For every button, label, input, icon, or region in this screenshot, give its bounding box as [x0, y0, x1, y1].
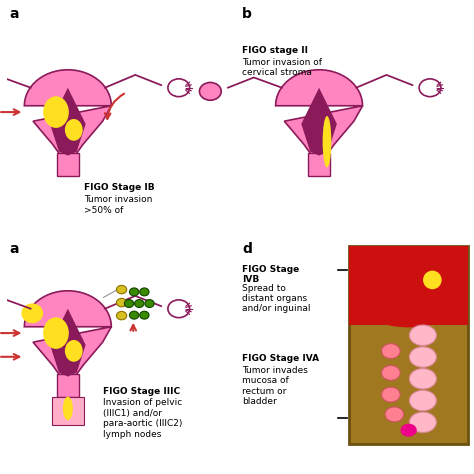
Ellipse shape	[423, 271, 442, 289]
Bar	[308, 153, 330, 176]
Ellipse shape	[401, 424, 417, 437]
Text: d: d	[242, 242, 252, 255]
Ellipse shape	[168, 300, 190, 318]
Polygon shape	[50, 309, 86, 376]
Polygon shape	[301, 88, 337, 155]
Text: Tumor invasion
>50% of: Tumor invasion >50% of	[84, 195, 153, 215]
Ellipse shape	[410, 369, 437, 389]
Text: FIGO stage II: FIGO stage II	[242, 46, 308, 55]
Text: FIGO Stage IVA: FIGO Stage IVA	[242, 354, 319, 363]
Ellipse shape	[410, 390, 437, 411]
Bar	[349, 246, 468, 325]
Ellipse shape	[410, 347, 437, 367]
Ellipse shape	[168, 79, 190, 97]
Text: Spread to
distant organs
and/or inguinal: Spread to distant organs and/or inguinal	[242, 283, 311, 313]
Ellipse shape	[140, 288, 149, 296]
Polygon shape	[275, 70, 363, 155]
Ellipse shape	[140, 311, 149, 319]
Bar	[52, 397, 83, 425]
Bar	[57, 374, 79, 397]
Ellipse shape	[21, 303, 43, 323]
Polygon shape	[24, 70, 111, 155]
Ellipse shape	[65, 340, 82, 362]
Ellipse shape	[385, 407, 404, 422]
Ellipse shape	[117, 285, 127, 294]
Text: a: a	[9, 242, 19, 255]
Ellipse shape	[419, 79, 441, 97]
Polygon shape	[24, 291, 111, 375]
Bar	[349, 246, 468, 444]
Ellipse shape	[382, 344, 400, 358]
Ellipse shape	[63, 397, 73, 420]
Text: Tumor invades
mucosa of
rectum or
bladder: Tumor invades mucosa of rectum or bladde…	[242, 366, 308, 406]
Text: FIGO Stage IIIC: FIGO Stage IIIC	[103, 387, 180, 396]
Text: FIGO Stage IB: FIGO Stage IB	[84, 183, 155, 192]
Ellipse shape	[43, 317, 69, 349]
Polygon shape	[50, 88, 86, 155]
Text: Tumor invasion of
cervical stroma: Tumor invasion of cervical stroma	[242, 58, 322, 77]
Ellipse shape	[382, 365, 400, 380]
Ellipse shape	[410, 412, 437, 432]
Bar	[57, 153, 79, 176]
Ellipse shape	[129, 311, 139, 319]
Ellipse shape	[135, 300, 144, 308]
Text: Invasion of pelvic
(IIIC1) and/or
para-aortic (IIIC2)
lymph nodes: Invasion of pelvic (IIIC1) and/or para-a…	[103, 399, 182, 438]
Ellipse shape	[200, 82, 221, 100]
Ellipse shape	[382, 387, 400, 402]
Text: a: a	[9, 7, 19, 21]
Ellipse shape	[43, 96, 69, 128]
Ellipse shape	[129, 288, 139, 296]
Ellipse shape	[323, 116, 331, 167]
Text: FIGO Stage
IVB: FIGO Stage IVB	[242, 265, 300, 284]
Ellipse shape	[117, 299, 127, 307]
Text: b: b	[242, 7, 252, 21]
Ellipse shape	[355, 272, 462, 328]
Ellipse shape	[117, 311, 127, 320]
Ellipse shape	[124, 300, 134, 308]
Ellipse shape	[410, 325, 437, 346]
Ellipse shape	[145, 300, 154, 308]
Ellipse shape	[65, 119, 82, 141]
